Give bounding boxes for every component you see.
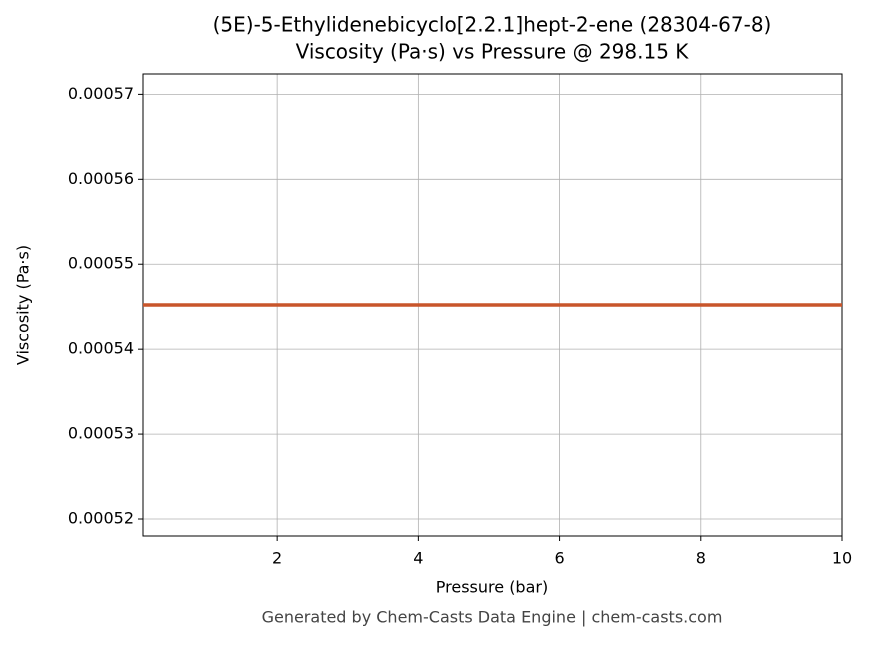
y-tick-label: 0.00052 (68, 509, 134, 528)
x-tick-label: 4 (413, 549, 423, 568)
y-tick-label: 0.00055 (68, 254, 134, 273)
x-axis-label: Pressure (bar) (436, 578, 548, 597)
y-tick-label: 0.00054 (68, 339, 134, 358)
x-tick-label: 8 (696, 549, 706, 568)
chart-title: (5E)-5-Ethylidenebicyclo[2.2.1]hept-2-en… (213, 13, 772, 37)
y-tick-label: 0.00057 (68, 84, 134, 103)
x-tick-label: 10 (832, 549, 852, 568)
footer: Generated by Chem-Casts Data Engine | ch… (262, 608, 723, 627)
x-tick-label: 6 (554, 549, 564, 568)
y-tick-label: 0.00056 (68, 169, 134, 188)
chart-subtitle: Viscosity (Pa·s) vs Pressure @ 298.15 K (296, 40, 690, 64)
y-tick-label: 0.00053 (68, 424, 134, 443)
x-tick-label: 2 (272, 549, 282, 568)
y-axis-label: Viscosity (Pa·s) (14, 245, 33, 365)
